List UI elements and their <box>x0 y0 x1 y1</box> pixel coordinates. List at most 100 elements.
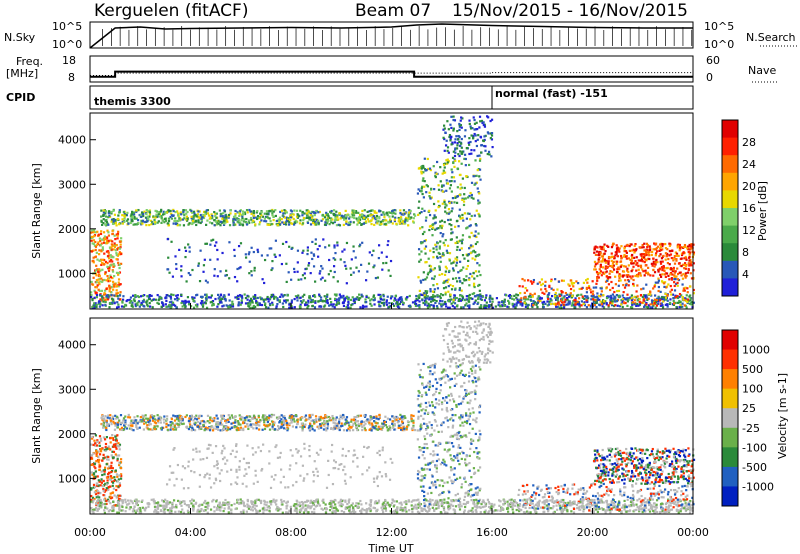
data-pixel <box>394 212 397 215</box>
data-pixel <box>453 165 456 168</box>
data-pixel <box>513 298 516 301</box>
data-pixel <box>338 426 341 429</box>
data-pixel <box>440 303 443 306</box>
data-pixel <box>659 248 663 252</box>
data-pixel <box>306 246 309 249</box>
data-pixel <box>443 302 446 305</box>
data-pixel <box>331 222 335 225</box>
data-pixel <box>381 220 384 223</box>
data-pixel <box>554 298 558 301</box>
data-pixel <box>234 218 237 221</box>
data-pixel <box>186 426 189 429</box>
data-pixel <box>189 273 192 277</box>
data-pixel <box>483 144 486 148</box>
data-pixel <box>523 279 526 282</box>
data-pixel <box>95 269 98 272</box>
data-pixel <box>181 419 184 422</box>
data-pixel <box>220 212 223 216</box>
data-pixel <box>183 303 186 306</box>
data-pixel <box>333 244 336 247</box>
data-pixel <box>107 294 110 297</box>
data-pixel <box>133 217 136 220</box>
data-pixel <box>121 300 124 303</box>
data-pixel <box>432 306 435 309</box>
data-pixel <box>453 302 457 305</box>
data-pixel <box>421 192 424 196</box>
data-pixel <box>571 302 574 305</box>
data-pixel <box>424 245 428 248</box>
data-pixel <box>144 414 147 417</box>
data-pixel <box>687 262 690 265</box>
data-pixel <box>98 237 101 240</box>
data-pixel <box>660 298 663 301</box>
data-pixel <box>216 293 220 296</box>
data-pixel <box>118 428 122 431</box>
data-pixel <box>148 302 151 305</box>
data-pixel <box>223 209 226 212</box>
data-pixel <box>216 258 219 261</box>
data-pixel <box>376 422 379 425</box>
data-pixel <box>299 209 302 212</box>
data-pixel <box>228 299 231 302</box>
data-pixel <box>633 295 636 299</box>
data-pixel <box>273 421 276 424</box>
data-pixel <box>123 424 126 427</box>
data-pixel <box>358 424 361 428</box>
data-pixel <box>228 241 231 244</box>
data-pixel <box>235 429 239 432</box>
data-pixel <box>314 415 318 418</box>
data-pixel <box>147 218 150 222</box>
data-pixel <box>354 420 357 423</box>
data-pixel <box>324 427 327 430</box>
data-pixel <box>252 219 255 222</box>
data-pixel <box>532 300 535 303</box>
data-pixel <box>438 245 441 248</box>
data-pixel <box>329 269 332 273</box>
data-pixel <box>305 212 309 215</box>
data-pixel <box>352 298 356 301</box>
data-pixel <box>471 297 474 300</box>
data-pixel <box>245 416 248 419</box>
data-pixel <box>650 262 653 265</box>
data-pixel <box>621 300 624 303</box>
data-pixel <box>631 303 634 306</box>
data-pixel <box>378 215 381 219</box>
data-pixel <box>629 275 632 278</box>
data-pixel <box>334 219 337 222</box>
data-pixel <box>672 303 676 307</box>
data-pixel <box>272 297 276 300</box>
data-pixel <box>341 250 344 253</box>
data-pixel <box>307 418 310 421</box>
data-pixel <box>554 296 557 299</box>
data-pixel <box>550 294 554 298</box>
freq-label: Freq. <box>16 55 43 68</box>
data-pixel <box>106 294 109 298</box>
data-pixel <box>247 305 251 308</box>
data-pixel <box>418 294 421 297</box>
data-pixel <box>333 258 337 261</box>
data-pixel <box>373 223 376 227</box>
data-pixel <box>540 297 544 300</box>
data-pixel <box>583 301 586 304</box>
data-pixel <box>311 210 314 214</box>
data-pixel <box>95 279 98 282</box>
data-pixel <box>188 246 191 249</box>
data-pixel <box>489 119 492 123</box>
data-pixel <box>95 305 98 309</box>
data-pixel <box>435 248 438 251</box>
data-pixel <box>664 258 667 261</box>
data-pixel <box>592 296 595 299</box>
data-pixel <box>98 300 101 303</box>
data-pixel <box>485 301 488 304</box>
data-pixel <box>673 289 677 292</box>
data-pixel <box>110 418 113 421</box>
data-pixel <box>451 285 455 288</box>
data-pixel <box>443 199 446 202</box>
data-pixel <box>645 305 648 309</box>
data-pixel <box>151 419 155 422</box>
data-pixel <box>452 269 455 272</box>
data-pixel <box>515 302 518 305</box>
data-pixel <box>438 266 441 269</box>
data-pixel <box>585 286 588 290</box>
data-pixel <box>446 161 449 164</box>
